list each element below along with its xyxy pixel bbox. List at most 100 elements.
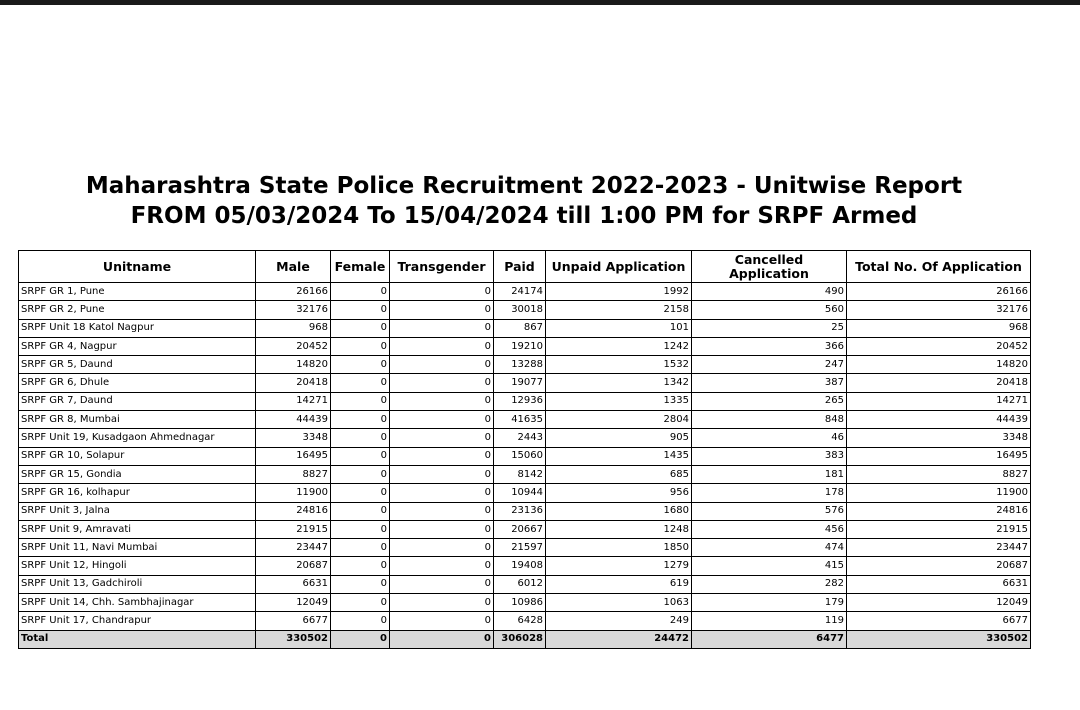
cell-female: 0 <box>330 446 390 466</box>
cell-unitname: SRPF GR 2, Pune <box>18 300 256 320</box>
cell-unitname: SRPF Unit 11, Navi Mumbai <box>18 538 256 558</box>
cell-unpaid: 1992 <box>545 281 692 302</box>
total-cell-cancelled: 6477 <box>691 629 847 649</box>
cell-unpaid: 619 <box>545 574 692 595</box>
cell-unitname: SRPF GR 15, Gondia <box>18 464 256 485</box>
cell-unitname: SRPF Unit 14, Chh. Sambhajinagar <box>18 593 256 613</box>
cell-cancelled: 265 <box>691 391 847 412</box>
total-cell-female: 0 <box>330 629 390 649</box>
header-cancelled-application: Cancelled Application <box>691 250 847 283</box>
cell-cancelled: 179 <box>691 593 847 613</box>
cell-unpaid: 1435 <box>545 446 692 466</box>
header-male: Male <box>255 250 331 283</box>
cell-male: 23447 <box>255 538 331 558</box>
cell-paid: 12936 <box>493 391 546 412</box>
cell-unitname: SRPF GR 6, Dhule <box>18 373 256 393</box>
cell-male: 3348 <box>255 428 331 448</box>
cell-total: 32176 <box>846 300 1031 320</box>
cell-paid: 10944 <box>493 483 546 503</box>
unitwise-report-table: Unitname Male Female Transgender Paid Un… <box>18 250 1031 649</box>
cell-female: 0 <box>330 611 390 631</box>
cell-total: 20418 <box>846 373 1031 393</box>
table-row: SRPF Unit 17, Chandrapur 6677 0 0 6428 249 119… <box>18 611 1031 631</box>
cell-transgender: 0 <box>389 281 494 302</box>
cell-total: 26166 <box>846 281 1031 302</box>
cell-cancelled: 282 <box>691 574 847 595</box>
cell-total: 14820 <box>846 355 1031 375</box>
cell-paid: 15060 <box>493 446 546 466</box>
cell-cancelled: 247 <box>691 355 847 375</box>
cell-unpaid: 685 <box>545 464 692 485</box>
report-title-line-2: FROM 05/03/2024 To 15/04/2024 till 1:00 … <box>130 203 918 229</box>
table-row: SRPF Unit 12, Hingoli 20687 0 0 19408 1279 415… <box>18 556 1031 576</box>
cell-cancelled: 366 <box>691 336 847 357</box>
cell-total: 6631 <box>846 574 1031 595</box>
header-total-applications: Total No. Of Application <box>846 250 1031 283</box>
total-cell-total: 330502 <box>846 629 1031 649</box>
cell-transgender: 0 <box>389 410 494 430</box>
cell-unitname: SRPF Unit 12, Hingoli <box>18 556 256 576</box>
cell-cancelled: 25 <box>691 318 847 338</box>
cell-transgender: 0 <box>389 574 494 595</box>
total-cell-transgender: 0 <box>389 629 494 649</box>
cell-paid: 19210 <box>493 336 546 357</box>
cell-female: 0 <box>330 373 390 393</box>
cell-total: 24816 <box>846 501 1031 521</box>
cell-paid: 867 <box>493 318 546 338</box>
cell-paid: 21597 <box>493 538 546 558</box>
cell-unitname: SRPF Unit 3, Jalna <box>18 501 256 521</box>
cell-male: 20687 <box>255 556 331 576</box>
cell-unitname: SRPF Unit 9, Amravati <box>18 519 256 540</box>
cell-female: 0 <box>330 281 390 302</box>
report-title: Maharashtra State Police Recruitment 202… <box>0 171 1048 231</box>
cell-cancelled: 456 <box>691 519 847 540</box>
cell-transgender: 0 <box>389 355 494 375</box>
cell-male: 16495 <box>255 446 331 466</box>
cell-transgender: 0 <box>389 464 494 485</box>
top-edge-bar <box>0 0 1080 5</box>
table-row: SRPF GR 10, Solapur 16495 0 0 15060 1435 383 16… <box>18 446 1031 466</box>
table-row: SRPF GR 5, Daund 14820 0 0 13288 1532 247 14820 <box>18 355 1031 375</box>
cell-paid: 23136 <box>493 501 546 521</box>
cell-female: 0 <box>330 574 390 595</box>
total-cell-male: 330502 <box>255 629 331 649</box>
cell-male: 968 <box>255 318 331 338</box>
cell-paid: 19077 <box>493 373 546 393</box>
cell-cancelled: 474 <box>691 538 847 558</box>
cell-unitname: SRPF GR 8, Mumbai <box>18 410 256 430</box>
table-row: SRPF Unit 11, Navi Mumbai 23447 0 0 21597 185… <box>18 538 1031 558</box>
table-body: SRPF GR 1, Pune 26166 0 0 24174 1992 490 26166 S… <box>18 281 1031 649</box>
cell-male: 14820 <box>255 355 331 375</box>
cell-unpaid: 101 <box>545 318 692 338</box>
cell-unpaid: 1342 <box>545 373 692 393</box>
cell-transgender: 0 <box>389 446 494 466</box>
cell-unpaid: 1850 <box>545 538 692 558</box>
cell-paid: 6012 <box>493 574 546 595</box>
cell-unitname: SRPF GR 1, Pune <box>18 281 256 302</box>
total-row: Total 330502 0 0 306028 24472 6477 330502 <box>18 629 1031 649</box>
cell-paid: 10986 <box>493 593 546 613</box>
cell-male: 6631 <box>255 574 331 595</box>
cell-female: 0 <box>330 318 390 338</box>
cell-unitname: SRPF GR 4, Nagpur <box>18 336 256 357</box>
cell-paid: 2443 <box>493 428 546 448</box>
table-row: SRPF GR 15, Gondia 8827 0 0 8142 685 181 8827 <box>18 464 1031 485</box>
cell-male: 44439 <box>255 410 331 430</box>
cell-transgender: 0 <box>389 428 494 448</box>
cell-cancelled: 576 <box>691 501 847 521</box>
header-female: Female <box>330 250 390 283</box>
cell-unpaid: 249 <box>545 611 692 631</box>
cell-male: 11900 <box>255 483 331 503</box>
cell-paid: 30018 <box>493 300 546 320</box>
cell-cancelled: 46 <box>691 428 847 448</box>
table-row: SRPF GR 2, Pune 32176 0 0 30018 2158 560 32176 <box>18 300 1031 320</box>
cell-paid: 6428 <box>493 611 546 631</box>
cell-unpaid: 1242 <box>545 336 692 357</box>
total-cell-paid: 306028 <box>493 629 546 649</box>
cell-female: 0 <box>330 519 390 540</box>
cell-total: 20452 <box>846 336 1031 357</box>
cell-unitname: SRPF GR 10, Solapur <box>18 446 256 466</box>
table-row: SRPF Unit 19, Kusadgaon Ahmednagar 3348 0 0… <box>18 428 1031 448</box>
cell-cancelled: 415 <box>691 556 847 576</box>
cell-male: 26166 <box>255 281 331 302</box>
